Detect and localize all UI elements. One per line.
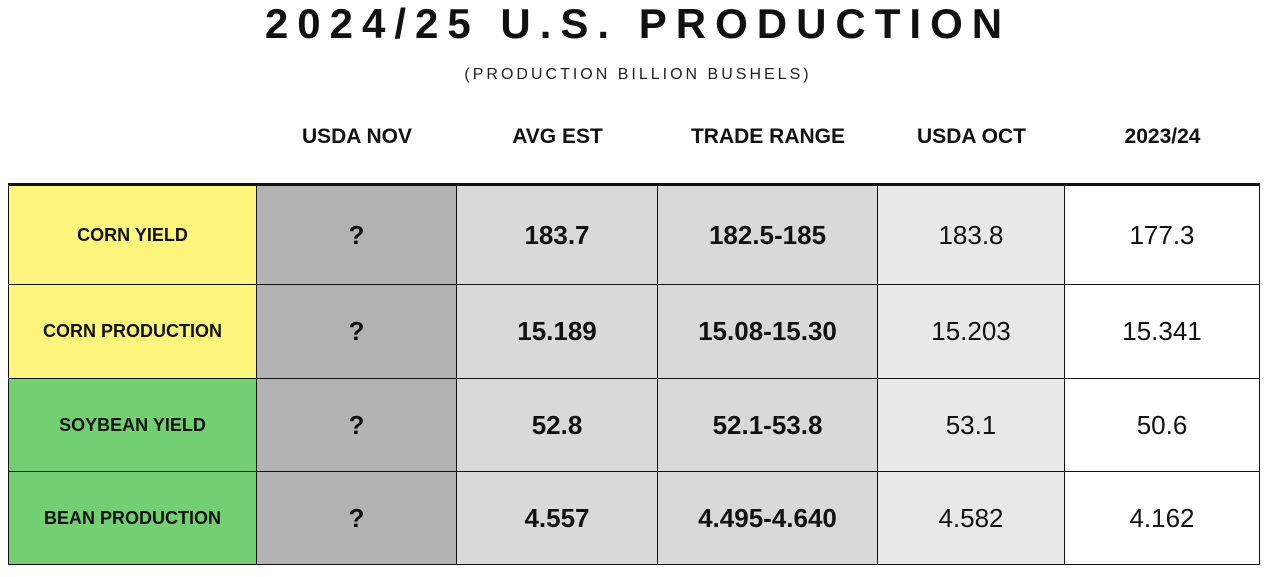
column-header: USDA NOV — [301, 125, 413, 148]
table-cell: 15.189 — [457, 285, 658, 379]
row-label: SOYBEAN YIELD — [8, 379, 257, 472]
row-label: CORN YIELD — [8, 186, 257, 285]
table-cell: 183.7 — [457, 186, 658, 285]
table-cell: 53.1 — [878, 379, 1065, 472]
table-cell: 4.162 — [1065, 472, 1260, 565]
row-label: BEAN PRODUCTION — [8, 472, 257, 565]
table-cell: ? — [257, 472, 457, 565]
column-header: AVG EST — [512, 125, 603, 148]
table-cell: 15.08-15.30 — [658, 285, 878, 379]
table-cell: 182.5-185 — [658, 186, 878, 285]
table-cell: 4.557 — [457, 472, 658, 565]
table-cell: ? — [257, 186, 457, 285]
table-cell: 177.3 — [1065, 186, 1260, 285]
table-top-rule — [8, 183, 1260, 187]
subtitle: (PRODUCTION BILLION BUSHELS) — [464, 66, 812, 83]
column-header: 2023/24 — [1124, 125, 1201, 148]
table-cell: 52.1-53.8 — [658, 379, 878, 472]
table-cell: 15.341 — [1065, 285, 1260, 379]
title: 2024/25 U.S. PRODUCTION — [264, 0, 1012, 47]
table-cell: 50.6 — [1065, 379, 1260, 472]
column-header: USDA OCT — [917, 125, 1026, 148]
table-cell: 4.582 — [878, 472, 1065, 565]
table-cell: 183.8 — [878, 186, 1065, 285]
table-cell: 4.495-4.640 — [658, 472, 878, 565]
table-cell: 52.8 — [457, 379, 658, 472]
row-label: CORN PRODUCTION — [8, 285, 257, 379]
column-header: TRADE RANGE — [690, 125, 845, 148]
table-cell: 15.203 — [878, 285, 1065, 379]
table-cell: ? — [257, 285, 457, 379]
table-cell: ? — [257, 379, 457, 472]
